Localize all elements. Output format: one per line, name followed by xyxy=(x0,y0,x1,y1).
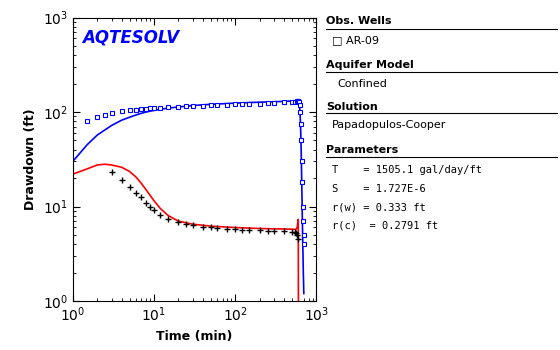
Text: Papadopulos-Cooper: Papadopulos-Cooper xyxy=(332,120,446,130)
Text: □ AR-09: □ AR-09 xyxy=(332,35,379,45)
Text: AQTESOLV: AQTESOLV xyxy=(82,29,180,47)
Text: T    = 1505.1 gal/day/ft: T = 1505.1 gal/day/ft xyxy=(332,165,482,175)
Text: r(w) = 0.333 ft: r(w) = 0.333 ft xyxy=(332,202,425,212)
Text: r(c)  = 0.2791 ft: r(c) = 0.2791 ft xyxy=(332,221,438,231)
Text: Solution: Solution xyxy=(326,102,377,112)
X-axis label: Time (min): Time (min) xyxy=(156,330,233,343)
Text: S    = 1.727E-6: S = 1.727E-6 xyxy=(332,184,425,194)
Text: Aquifer Model: Aquifer Model xyxy=(326,60,414,70)
Text: Parameters: Parameters xyxy=(326,145,398,155)
Text: Confined: Confined xyxy=(337,79,387,89)
Text: Obs. Wells: Obs. Wells xyxy=(326,16,391,26)
Y-axis label: Drawdown (ft): Drawdown (ft) xyxy=(24,108,37,210)
